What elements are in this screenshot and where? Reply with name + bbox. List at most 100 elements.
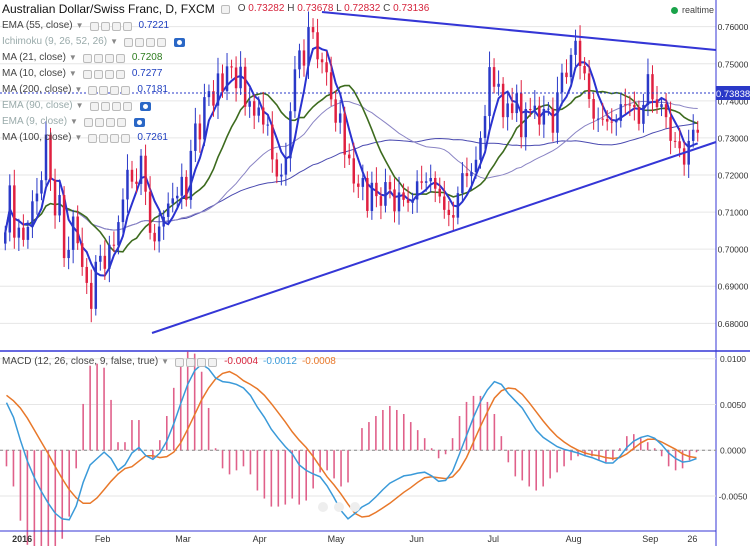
scroll-dot[interactable]	[318, 502, 328, 512]
indicator-controls[interactable]	[88, 133, 131, 143]
candle-body	[357, 183, 360, 187]
candle-body	[216, 73, 220, 106]
indicator-row[interactable]: EMA (9, close) ▼	[0, 114, 520, 130]
chevron-down-icon[interactable]: ▼	[74, 85, 83, 94]
chevron-down-icon[interactable]: ▼	[110, 37, 118, 46]
scroll-dot[interactable]	[350, 502, 360, 512]
close-icon[interactable]	[121, 133, 131, 143]
candle-body	[280, 174, 283, 177]
help-icon[interactable]	[82, 69, 92, 79]
help-icon[interactable]	[82, 53, 92, 63]
candlesticks	[4, 11, 699, 323]
close-icon[interactable]	[116, 117, 126, 127]
help-icon[interactable]	[88, 85, 98, 95]
macd-tick-label: 0.0000	[720, 446, 746, 456]
eye-icon[interactable]	[139, 101, 151, 111]
close-icon[interactable]	[121, 85, 131, 95]
indicator-row[interactable]: MA (100, close) ▼ 0.7261	[0, 130, 520, 146]
indicator-row[interactable]: Ichimoku (9, 26, 52, 26) ▼	[0, 34, 520, 50]
candle-body	[393, 189, 396, 212]
candle-body	[329, 72, 333, 100]
indicator-row[interactable]: MA (200, close) ▼ 0.7181	[0, 82, 520, 98]
candle-body	[8, 185, 12, 233]
indicator-controls[interactable]	[123, 37, 166, 47]
close-icon[interactable]	[156, 37, 166, 47]
indicator-row[interactable]: MA (10, close) ▼ 0.7277	[0, 66, 520, 82]
settings-icon[interactable]	[99, 85, 109, 95]
help-icon[interactable]	[89, 21, 99, 31]
candle-body	[289, 111, 292, 159]
settings-icon[interactable]	[186, 357, 196, 367]
settings-icon[interactable]	[134, 37, 144, 47]
help-icon[interactable]	[88, 133, 98, 143]
candle-body	[99, 255, 102, 262]
candle-body	[171, 198, 174, 204]
close-icon[interactable]	[208, 357, 218, 367]
chevron-down-icon[interactable]: ▼	[74, 133, 83, 142]
help-icon[interactable]	[123, 37, 133, 47]
hide-icon[interactable]	[145, 37, 155, 47]
candle-body	[298, 50, 301, 70]
candle-body	[90, 282, 93, 309]
ohlc-values: O 0.73282 H 0.73678 L 0.72832 C 0.73136	[237, 3, 430, 14]
price-axis[interactable]: 0.76000 0.75000 0.74000 0.73000 0.72000 0.710…	[718, 22, 749, 329]
price-tick-label: 0.75000	[718, 59, 749, 69]
close-icon[interactable]	[115, 69, 125, 79]
chevron-down-icon[interactable]: ▼	[75, 101, 84, 110]
lower-trendline[interactable]	[151, 141, 717, 334]
indicator-controls[interactable]	[89, 101, 132, 111]
indicator-controls[interactable]	[82, 53, 125, 63]
candle-body	[479, 137, 482, 160]
settings-icon[interactable]	[220, 4, 230, 14]
settings-icon[interactable]	[94, 117, 104, 127]
indicator-row[interactable]: EMA (90, close) ▼	[0, 98, 520, 114]
scroll-dot[interactable]	[334, 502, 344, 512]
time-tick-label: Apr	[253, 534, 267, 544]
indicator-controls[interactable]	[88, 85, 131, 95]
hide-icon[interactable]	[104, 69, 114, 79]
chevron-down-icon[interactable]: ▼	[68, 69, 77, 78]
indicator-row[interactable]: MA (21, close) ▼ 0.7208	[0, 50, 520, 66]
indicator-controls[interactable]	[82, 69, 125, 79]
hide-icon[interactable]	[105, 117, 115, 127]
candle-body	[189, 150, 193, 200]
close-icon[interactable]	[122, 21, 132, 31]
indicator-controls[interactable]	[83, 117, 126, 127]
settings-icon[interactable]	[100, 101, 110, 111]
settings-icon[interactable]	[93, 53, 103, 63]
settings-icon[interactable]	[99, 133, 109, 143]
macd-controls[interactable]	[175, 357, 218, 367]
close-icon[interactable]	[122, 101, 132, 111]
hide-icon[interactable]	[111, 21, 121, 31]
candle-body	[637, 107, 641, 124]
indicator-controls[interactable]	[89, 21, 132, 31]
symbol-controls[interactable]	[220, 4, 230, 14]
hide-icon[interactable]	[197, 357, 207, 367]
chevron-down-icon[interactable]: ▼	[70, 117, 78, 126]
candle-body	[433, 177, 437, 189]
trendlines[interactable]	[151, 11, 717, 334]
indicator-row[interactable]: EMA (55, close) ▼ 0.7221	[0, 18, 520, 34]
indicator-label: MA (10, close)	[2, 68, 66, 79]
scroll-indicator[interactable]	[318, 502, 360, 512]
hide-icon[interactable]	[110, 85, 120, 95]
chevron-down-icon[interactable]: ▼	[161, 357, 170, 366]
help-icon[interactable]	[175, 357, 185, 367]
help-icon[interactable]	[83, 117, 93, 127]
eye-icon[interactable]	[133, 117, 145, 127]
eye-icon[interactable]	[173, 37, 185, 47]
hide-icon[interactable]	[110, 133, 120, 143]
help-icon[interactable]	[89, 101, 99, 111]
upper-trendline[interactable]	[321, 11, 717, 51]
macd-axis[interactable]: 0.0100 0.0050 0.0000 -0.0050	[719, 354, 748, 501]
chevron-down-icon[interactable]: ▼	[68, 53, 77, 62]
time-axis[interactable]: 2016 Feb Mar Apr May Jun Jul Aug Sep 26	[12, 534, 697, 544]
chevron-down-icon[interactable]: ▼	[75, 21, 84, 30]
candle-body	[325, 62, 328, 73]
close-icon[interactable]	[115, 53, 125, 63]
settings-icon[interactable]	[100, 21, 110, 31]
hide-icon[interactable]	[104, 53, 114, 63]
hide-icon[interactable]	[111, 101, 121, 111]
settings-icon[interactable]	[93, 69, 103, 79]
